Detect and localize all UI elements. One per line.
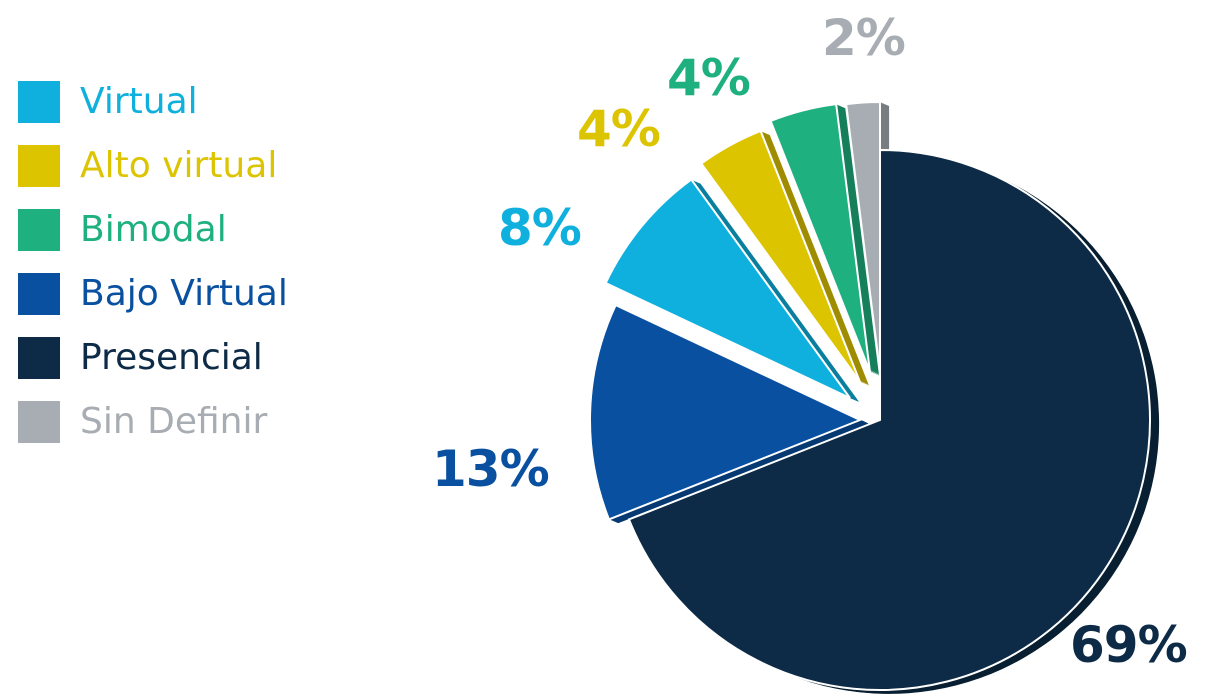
- pie-slice-bimodal: [769, 103, 871, 373]
- pie-slice-sin-definir: [845, 100, 881, 373]
- data-label-virtual: 8%: [498, 199, 581, 257]
- legend-item-bimodal: Bimodal: [18, 198, 288, 262]
- legend-item-presencial: Presencial: [18, 326, 288, 390]
- legend-label: Virtual: [80, 81, 198, 122]
- data-label-sin-definir: 2%: [822, 9, 905, 67]
- pie-slice-presencial: [627, 148, 1151, 691]
- data-label-presencial: 69%: [1070, 616, 1187, 674]
- pie-slice-virtual: [604, 178, 851, 399]
- data-label-bajo-virtual: 13%: [432, 440, 549, 498]
- legend-swatch: [18, 209, 60, 251]
- data-label-alto-virtual: 4%: [577, 100, 660, 158]
- legend-item-alto-virtual: Alto virtual: [18, 134, 288, 198]
- legend-item-bajo-virtual: Bajo Virtual: [18, 262, 288, 326]
- pie-slice-alto-virtual: [699, 129, 861, 383]
- legend-swatch: [18, 337, 60, 379]
- data-label-bimodal: 4%: [667, 49, 750, 107]
- legend: Virtual Alto virtual Bimodal Bajo Virtua…: [18, 70, 288, 454]
- legend-label: Bajo Virtual: [80, 273, 288, 314]
- legend-label: Alto virtual: [80, 145, 278, 186]
- legend-item-sin-definir: Sin Definir: [18, 390, 288, 454]
- legend-swatch: [18, 401, 60, 443]
- legend-swatch: [18, 81, 60, 123]
- legend-swatch: [18, 145, 60, 187]
- legend-swatch: [18, 273, 60, 315]
- legend-label: Sin Definir: [80, 401, 268, 442]
- legend-item-virtual: Virtual: [18, 70, 288, 134]
- legend-label: Presencial: [80, 337, 263, 378]
- legend-label: Bimodal: [80, 209, 227, 250]
- pie-slice-bajo-virtual: [589, 303, 863, 521]
